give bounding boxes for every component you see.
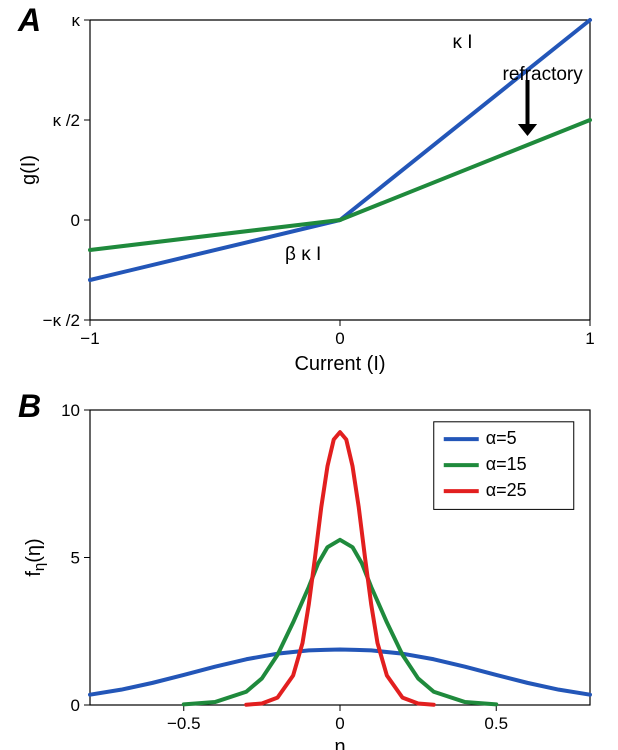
svg-text:α=5: α=5 bbox=[486, 428, 517, 448]
svg-text:fη(η): fη(η) bbox=[23, 538, 48, 576]
svg-text:0.5: 0.5 bbox=[484, 714, 508, 733]
svg-text:−0.5: −0.5 bbox=[167, 714, 201, 733]
svg-text:10: 10 bbox=[61, 401, 80, 420]
svg-text:5: 5 bbox=[71, 549, 80, 568]
svg-text:η: η bbox=[334, 736, 345, 750]
svg-text:0: 0 bbox=[335, 714, 344, 733]
svg-text:α=25: α=25 bbox=[486, 480, 527, 500]
svg-text:0: 0 bbox=[71, 696, 80, 715]
svg-text:α=15: α=15 bbox=[486, 454, 527, 474]
chart-b: −0.5 0 0.5 0 5 10 η fη(η) α=5 α=15 α=25 bbox=[0, 0, 618, 750]
